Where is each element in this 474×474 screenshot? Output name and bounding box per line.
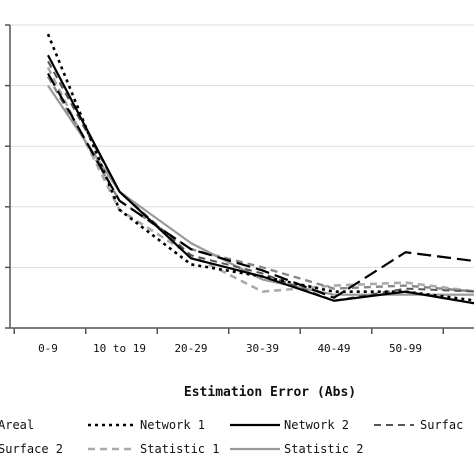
gridlines bbox=[10, 24, 474, 268]
legend-label: Statistic 2 bbox=[284, 442, 363, 456]
x-axis-label: Estimation Error (Abs) bbox=[184, 385, 356, 400]
series-line-surface-2 bbox=[46, 75, 474, 293]
legend: Areal Network 1 Network 2 Surfac Surface 2 St… bbox=[0, 418, 463, 456]
series-line-areal bbox=[47, 72, 474, 299]
series-line-network-1 bbox=[46, 33, 474, 302]
series-lines bbox=[46, 33, 474, 305]
x-tick-label: 30-39 bbox=[246, 342, 279, 355]
x-tick-label: 20-29 bbox=[174, 342, 207, 355]
legend-label: Surface 2 bbox=[0, 442, 63, 456]
x-tick-label: 50-99 bbox=[389, 342, 422, 355]
legend-label: Network 1 bbox=[140, 418, 205, 432]
axes bbox=[5, 24, 474, 334]
legend-label: Areal bbox=[0, 418, 34, 432]
legend-label: Statistic 1 bbox=[140, 442, 219, 456]
x-tick-label: 40-49 bbox=[317, 342, 350, 355]
x-tick-label: 10 to 19 bbox=[93, 342, 146, 355]
legend-label: Network 2 bbox=[284, 418, 349, 432]
x-tick-label: 0-9 bbox=[38, 342, 58, 355]
legend-label: Surfac bbox=[420, 418, 463, 432]
